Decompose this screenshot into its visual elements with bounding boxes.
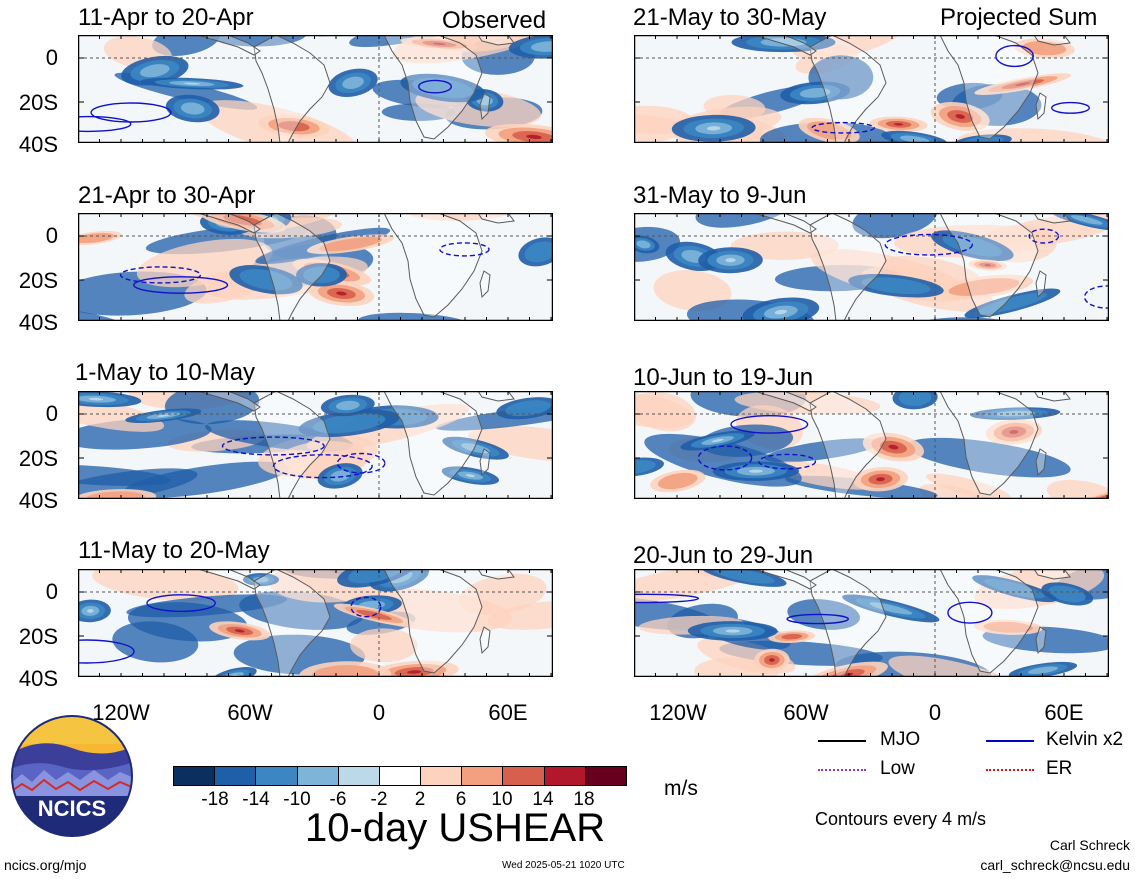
y-tick-label: 40S xyxy=(18,310,58,335)
logo-graphic xyxy=(11,715,133,837)
panel-title: 10-Jun to 19-Jun xyxy=(633,364,814,391)
y-tick-label: 0 xyxy=(45,579,58,604)
y-tick-label: 0 xyxy=(45,223,58,248)
colorbar-swatch xyxy=(378,766,422,786)
legend-line-low xyxy=(818,769,866,771)
colorbar-units: m/s xyxy=(664,777,698,800)
map-panel xyxy=(78,213,553,321)
colorbar-tick-label: 6 xyxy=(455,789,467,810)
colorbar-tick-label: -10 xyxy=(283,789,311,810)
panel-title: 20-Jun to 29-Jun xyxy=(633,542,814,569)
colorbar-tick-label: 14 xyxy=(532,789,554,810)
y-tick-label: 20S xyxy=(18,90,58,115)
colorbar-swatch xyxy=(420,766,463,786)
colorbar-swatch xyxy=(296,766,339,786)
colorbar-tick-label: 10 xyxy=(491,789,513,810)
contour-note: Contours every 4 m/s xyxy=(815,809,987,829)
colorbar xyxy=(173,766,627,786)
panel-title: 1-May to 10-May xyxy=(75,359,256,386)
map-panel xyxy=(634,213,1109,321)
panel-field xyxy=(78,569,553,677)
colorbar-swatch xyxy=(461,766,504,786)
footer-url[interactable]: ncics.org/mjo xyxy=(4,857,87,873)
y-tick-label: 40S xyxy=(18,666,58,691)
colorbar-tick-label: 2 xyxy=(414,789,426,810)
colorbar-swatch xyxy=(584,766,627,786)
colorbar-swatch xyxy=(337,766,380,786)
panel-field xyxy=(78,213,553,321)
legend-label-er: ER xyxy=(1046,758,1073,779)
panel-title: 11-Apr to 20-Apr xyxy=(78,4,254,31)
figure-title: 10-day USHEAR xyxy=(305,806,606,850)
x-tick-label: 60E xyxy=(1044,700,1084,725)
colorbar-swatch xyxy=(214,766,257,786)
legend-line-er xyxy=(986,769,1034,771)
map-panel xyxy=(78,391,553,499)
map-panel xyxy=(634,35,1109,143)
panel-field xyxy=(634,35,1109,143)
x-tick-label: 0 xyxy=(928,700,942,725)
x-tick-label: 60W xyxy=(783,700,829,725)
footer-author: Carl Schreck xyxy=(1049,837,1130,853)
panel-field xyxy=(634,391,1109,499)
colorbar-tick-label: -2 xyxy=(370,789,388,810)
legend-label-mjo: MJO xyxy=(880,729,921,750)
legend-line-kelvin xyxy=(986,740,1034,742)
panel-title: 21-Apr to 30-Apr xyxy=(78,182,256,209)
colorbar-tick-label: 18 xyxy=(573,789,595,810)
legend-label-kelvin: Kelvin x2 xyxy=(1046,729,1124,750)
footer-timestamp: Wed 2025-05-21 1020 UTC xyxy=(502,860,625,871)
y-tick-label: 20S xyxy=(18,446,58,471)
logo-text: NCICS xyxy=(37,796,107,821)
y-tick-label: 40S xyxy=(18,488,58,513)
footer-email[interactable]: carl_schreck@ncsu.edu xyxy=(980,857,1130,873)
panel-field xyxy=(78,35,553,143)
x-tick-label: 120W xyxy=(92,700,150,725)
colorbar-tick-label: -6 xyxy=(329,789,347,810)
panel-title: 11-May to 20-May xyxy=(78,537,270,564)
colorbar-tick-label: -18 xyxy=(201,789,229,810)
panel-title: 21-May to 30-May xyxy=(633,4,827,31)
legend-line-mjo xyxy=(818,740,866,742)
observed-header: Observed xyxy=(442,7,547,34)
map-panel xyxy=(634,391,1109,499)
legend-label-low: Low xyxy=(880,758,915,779)
colorbar-swatch xyxy=(502,766,545,786)
x-tick-label: 60E xyxy=(488,700,528,725)
colorbar-swatch xyxy=(173,766,216,786)
colorbar-swatch xyxy=(255,766,298,786)
map-panel xyxy=(78,569,553,677)
map-panel xyxy=(78,35,553,143)
y-tick-label: 20S xyxy=(18,624,58,649)
y-tick-label: 40S xyxy=(18,132,58,157)
y-tick-label: 0 xyxy=(45,401,58,426)
panel-field xyxy=(78,391,553,499)
y-tick-label: 0 xyxy=(45,45,58,70)
ncics-logo: NCICS xyxy=(10,714,134,838)
panel-field xyxy=(634,213,1109,321)
colorbar-swatch xyxy=(543,766,586,786)
map-panel xyxy=(634,569,1109,677)
projected-header: Projected Sum xyxy=(940,4,1098,31)
x-tick-label: 60W xyxy=(227,700,273,725)
x-tick-label: 120W xyxy=(649,700,707,725)
panel-field xyxy=(634,569,1109,677)
colorbar-tick-label: -14 xyxy=(242,789,270,810)
panel-title: 31-May to 9-Jun xyxy=(633,182,807,209)
x-tick-label: 0 xyxy=(372,700,386,725)
y-tick-label: 20S xyxy=(18,268,58,293)
